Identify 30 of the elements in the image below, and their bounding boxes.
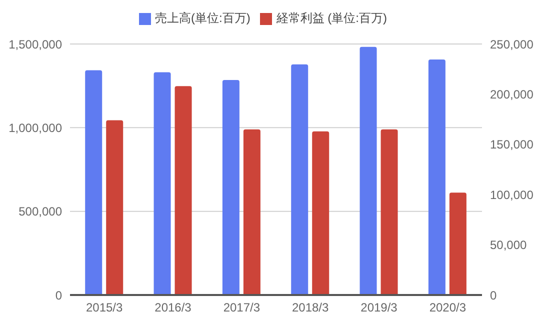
y-tick-label: 500,000 [18,204,62,219]
y2-tick-label: 100,000 [490,188,534,202]
y-tick-label: 1,000,000 [8,120,62,135]
legend-label: 経常利益 (単位:百万) [276,11,387,25]
y2-tick-label: 150,000 [490,138,534,152]
bar [428,60,446,295]
bar [85,70,102,295]
y-tick-label: 1,500,000 [8,37,62,52]
x-tick-label: 2015/3 [86,300,124,315]
y2-tick-label: 50,000 [490,238,528,252]
bar [174,86,192,295]
x-tick-label: 2017/3 [223,300,260,315]
x-tick-label: 2016/3 [154,300,192,315]
bar [312,131,330,295]
y-tick-label: 0 [55,288,62,302]
bar [243,129,260,295]
bar [380,129,398,295]
y2-tick-label: 200,000 [490,87,534,102]
x-tick-label: 2020/3 [429,300,466,315]
bar [106,120,124,295]
x-tick-label: 2019/3 [360,300,398,315]
bar [449,192,466,295]
y2-tick-label: 0 [490,288,497,302]
bar [291,64,308,295]
legend-label: 売上高(単位:百万) [155,11,250,25]
bar [222,80,240,295]
y2-tick-label: 250,000 [490,37,534,52]
bar [154,72,171,295]
bar [360,46,377,295]
x-tick-label: 2018/3 [292,300,330,315]
